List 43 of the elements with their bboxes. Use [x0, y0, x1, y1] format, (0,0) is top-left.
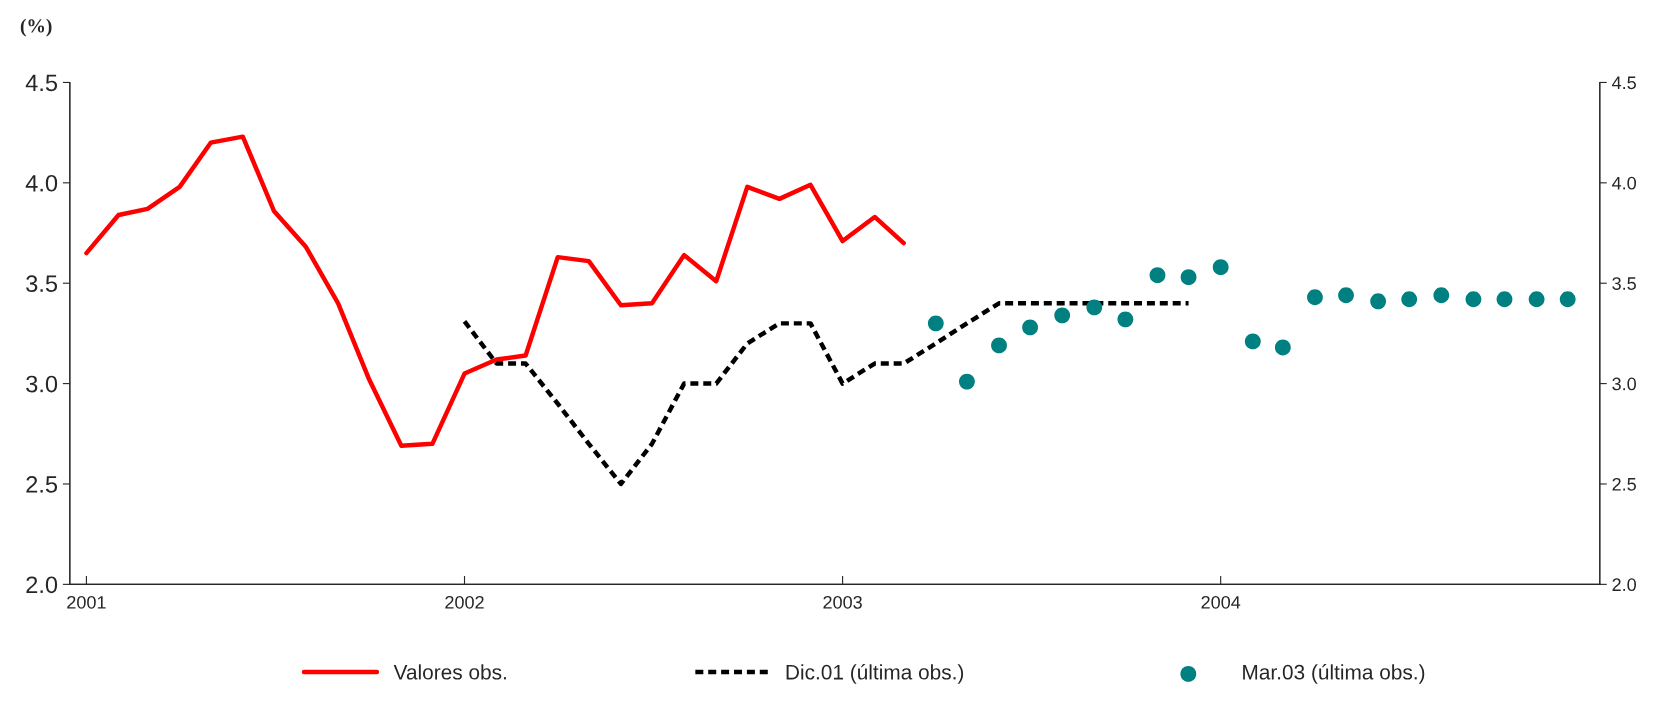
y2-tick-label: 4.5	[1612, 76, 1636, 90]
x-tick-label: 2002	[445, 595, 484, 609]
y-tick-label: 2.0	[26, 576, 58, 594]
point	[1054, 307, 1071, 324]
point	[1433, 287, 1450, 304]
x-tick-label: 2004	[1201, 595, 1241, 609]
point	[1149, 267, 1166, 284]
point	[958, 373, 975, 390]
point	[1528, 291, 1545, 308]
point	[1307, 289, 1323, 306]
legend-label: Mar.03 (última obs.)	[1243, 664, 1425, 684]
point	[1022, 319, 1038, 336]
y-tick-label: 4.0	[25, 174, 58, 192]
y2-tick-label: 4.0	[1612, 176, 1637, 190]
point	[1338, 287, 1354, 304]
point	[1465, 291, 1482, 308]
line-series	[462, 301, 1191, 487]
line-series	[84, 134, 906, 449]
y2-tick-label: 2.0	[1612, 578, 1637, 592]
point	[991, 337, 1007, 354]
legend-label: Dic.01 (última obs.)	[786, 664, 964, 684]
point	[1401, 291, 1418, 308]
legend-label: Valores obs.	[393, 664, 506, 680]
y2-tick-label: 3.0	[1612, 377, 1637, 391]
point	[1274, 339, 1291, 356]
point	[1180, 269, 1197, 286]
point	[1086, 299, 1103, 316]
point	[1496, 291, 1513, 308]
y2-tick-label: 3.5	[1612, 277, 1636, 290]
y-axis-title: (%)	[20, 18, 52, 37]
y-tick-label: 4.5	[25, 74, 58, 92]
x-tick-label: 2003	[823, 595, 862, 609]
point	[1212, 259, 1229, 276]
point	[1370, 293, 1387, 310]
y-tick-label: 2.5	[26, 476, 58, 493]
point	[1117, 311, 1134, 328]
x-tick-label: 2001	[67, 595, 106, 609]
point	[1559, 291, 1576, 308]
y2-tick-label: 2.5	[1612, 477, 1636, 491]
y-tick-label: 3.5	[26, 275, 58, 292]
point	[927, 315, 944, 332]
y-tick-label: 3.0	[26, 375, 58, 393]
point	[1244, 333, 1261, 350]
